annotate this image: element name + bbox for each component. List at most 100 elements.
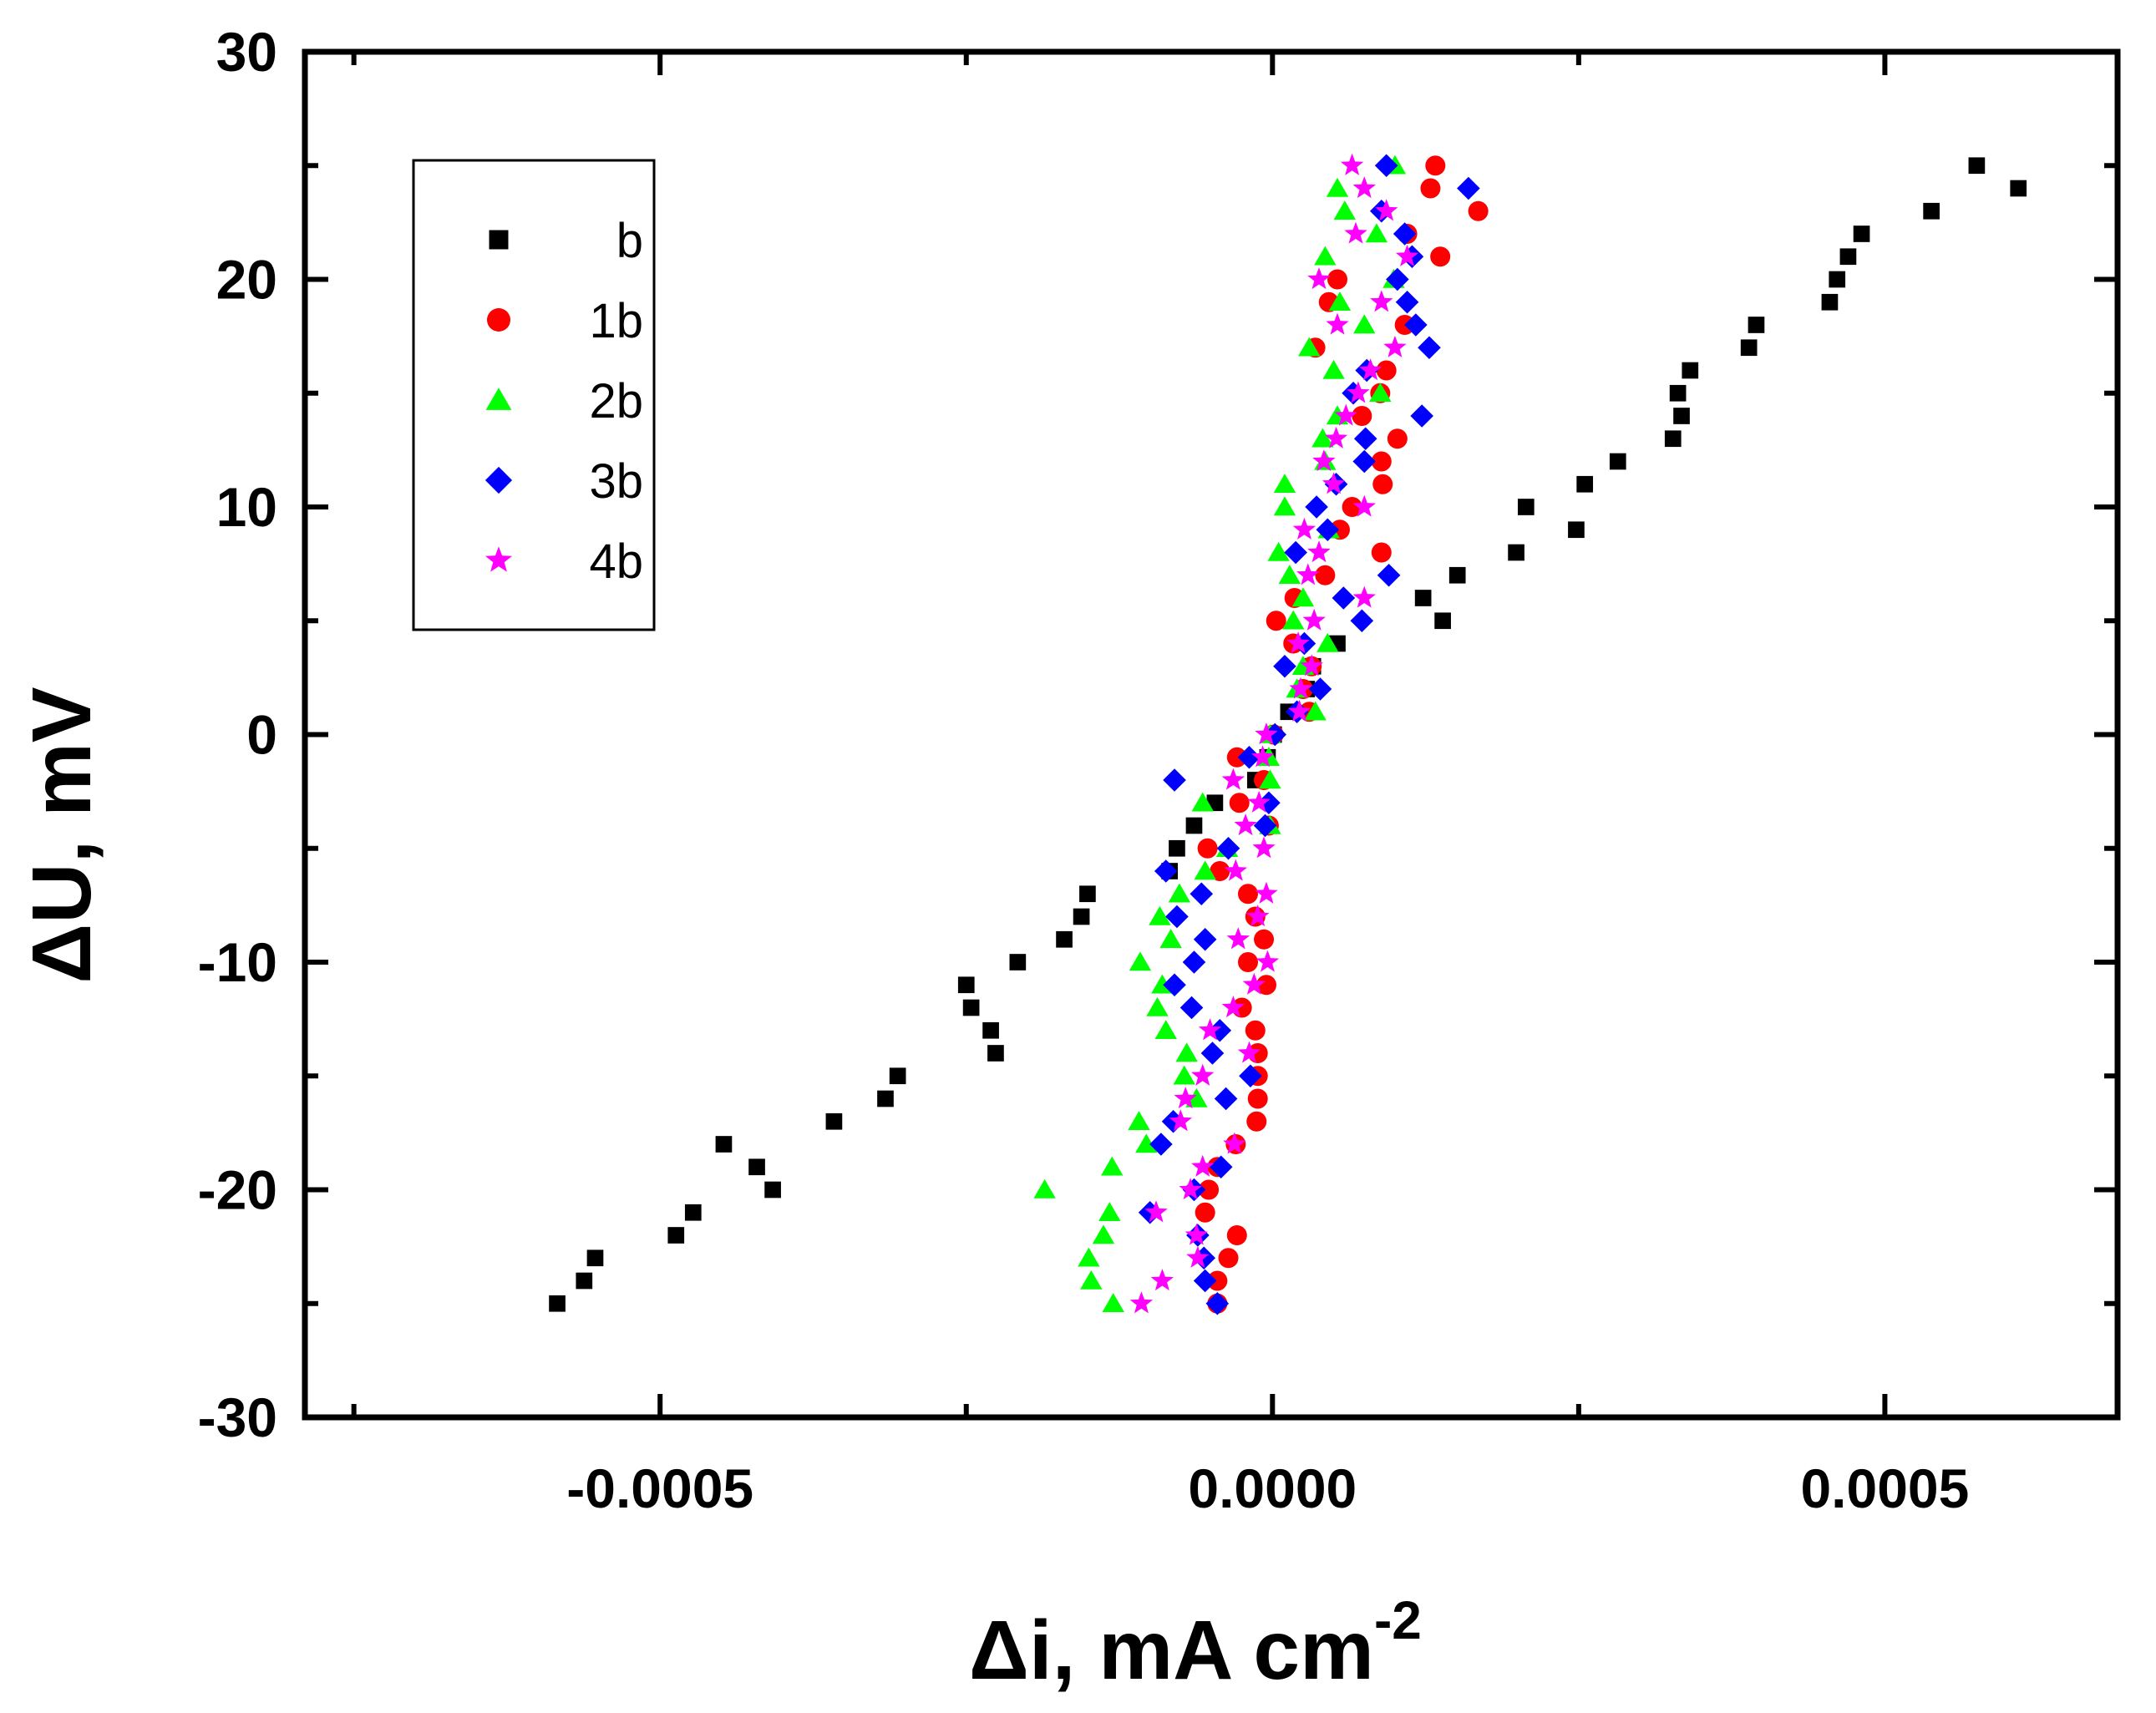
legend-label-4b: 4b — [589, 535, 643, 589]
point-b — [1185, 817, 1203, 834]
point-4b — [1344, 221, 1367, 244]
point-2b — [1365, 223, 1388, 243]
point-1b — [1195, 1202, 1215, 1223]
point-2b — [1298, 337, 1321, 357]
point-4b — [1300, 654, 1323, 677]
series-2b — [1033, 155, 1407, 1312]
point-2b — [1078, 1247, 1100, 1267]
point-1b — [1327, 269, 1348, 290]
point-4b — [1255, 881, 1278, 904]
point-4b — [1324, 426, 1348, 449]
point-3b — [1374, 154, 1398, 178]
point-b — [1056, 930, 1073, 948]
point-4b — [1223, 1132, 1246, 1154]
point-2b — [1259, 769, 1281, 789]
point-2b — [1267, 541, 1290, 561]
point-b — [987, 1045, 1004, 1062]
point-4b — [1292, 517, 1316, 540]
point-4b — [1242, 972, 1266, 995]
point-b — [1748, 317, 1765, 333]
point-2b — [1322, 359, 1345, 379]
point-b — [1829, 271, 1846, 288]
point-2b — [1369, 383, 1392, 402]
point-b — [549, 1295, 566, 1312]
legend-label-2b: 2b — [589, 374, 643, 428]
point-2b — [1194, 860, 1216, 880]
point-4b — [1179, 1178, 1202, 1200]
y-tick-label: 0 — [246, 704, 277, 766]
point-4b — [1174, 1087, 1197, 1109]
point-3b — [1457, 176, 1480, 200]
point-2b — [1191, 792, 1214, 812]
point-b — [1517, 499, 1535, 515]
legend-label-b: b — [616, 214, 643, 268]
point-3b — [1165, 905, 1189, 929]
point-3b — [1263, 722, 1287, 747]
point-1b — [1430, 246, 1451, 267]
point-3b — [1253, 813, 1277, 838]
point-2b — [1273, 474, 1296, 493]
point-3b — [1193, 1269, 1217, 1293]
y-tick-label: 30 — [216, 21, 277, 83]
x-axis-title-text: Δi, mA cm — [969, 1604, 1374, 1697]
point-1b — [1352, 406, 1372, 426]
point-b — [1682, 362, 1699, 379]
point-4b — [1191, 1063, 1215, 1086]
point-b — [1434, 612, 1451, 630]
point-2b — [1185, 1087, 1208, 1107]
point-b — [1414, 590, 1432, 606]
point-4b — [1191, 1154, 1215, 1177]
y-tick-label: -20 — [198, 1159, 277, 1221]
point-4b — [1255, 722, 1278, 745]
point-3b — [1350, 609, 1374, 633]
point-4b — [1289, 677, 1312, 699]
legend-marker-1b — [487, 308, 510, 332]
legend-marker-b — [489, 230, 509, 250]
point-2b — [1278, 565, 1301, 584]
data-points — [549, 153, 2027, 1315]
point-b — [1839, 248, 1857, 266]
point-1b — [1371, 451, 1392, 472]
point-3b — [1352, 449, 1377, 474]
point-3b — [1308, 677, 1332, 701]
y-tick-label: 10 — [216, 476, 277, 538]
point-b — [877, 1090, 894, 1107]
point-4b — [1246, 905, 1270, 927]
point-1b — [1229, 793, 1250, 813]
legend-box — [412, 159, 656, 631]
point-3b — [1163, 973, 1186, 997]
point-b — [1079, 885, 1096, 903]
point-1b — [1371, 542, 1392, 563]
point-2b — [1154, 1020, 1177, 1039]
point-3b — [1214, 1087, 1238, 1111]
point-b — [1508, 544, 1524, 561]
point-4b — [1307, 267, 1331, 290]
y-tick-label: -10 — [198, 931, 277, 993]
point-1b — [1468, 200, 1489, 221]
series-3b — [1138, 154, 1480, 1315]
point-3b — [1332, 586, 1356, 610]
point-1b — [1218, 1248, 1239, 1269]
y-axis-title: ΔU, mV — [15, 687, 109, 984]
point-4b — [1302, 608, 1326, 631]
point-1b — [1425, 155, 1446, 176]
point-3b — [1353, 427, 1377, 451]
point-2b — [1129, 951, 1152, 971]
point-1b — [1245, 1020, 1266, 1041]
axis-ticks — [305, 49, 2118, 1420]
point-4b — [1326, 312, 1349, 335]
point-1b — [1199, 1179, 1220, 1200]
point-b — [1923, 202, 1940, 220]
point-2b — [1135, 1133, 1158, 1153]
point-1b — [1226, 747, 1247, 768]
point-b — [1740, 339, 1758, 357]
point-3b — [1273, 654, 1296, 678]
point-1b — [1207, 1270, 1228, 1291]
point-b — [1009, 954, 1027, 971]
point-2b — [1128, 1111, 1150, 1130]
point-2b — [1033, 1178, 1056, 1199]
point-3b — [1205, 1291, 1230, 1315]
point-3b — [1154, 859, 1178, 883]
x-tick-label: 0.0000 — [1188, 1457, 1357, 1519]
